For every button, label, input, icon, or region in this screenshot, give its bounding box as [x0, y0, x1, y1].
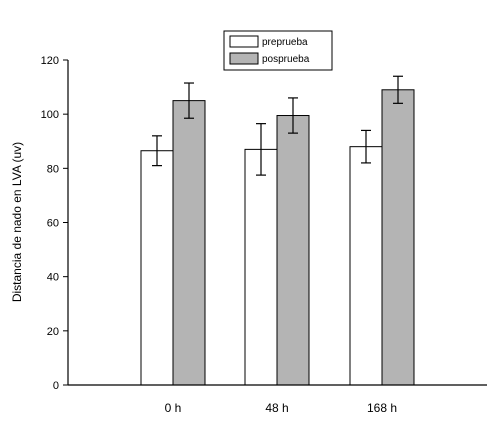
- legend-swatch-posprueba: [229, 52, 259, 65]
- legend-label-preprueba: preprueba: [262, 37, 308, 48]
- y-tick-label-100: 100: [41, 109, 59, 121]
- x-tick-label-0: 0 h: [165, 401, 182, 415]
- y-tick-label-120: 120: [41, 55, 59, 67]
- bar-posprueba-1: [276, 115, 310, 386]
- bar-preprueba-0: [140, 150, 174, 386]
- y-tick-label-0: 0: [53, 380, 59, 392]
- y-ticks-layer: 0 20 40 60 80 100 120: [41, 55, 68, 392]
- x-labels-layer: 0 h 48 h 168 h: [165, 401, 397, 415]
- y-axis-title: Distancia de nado en LVA (uv): [10, 142, 24, 302]
- y-tick-label-60: 60: [47, 218, 59, 230]
- error-bars-layer: [152, 75, 403, 176]
- bar-posprueba-0: [172, 100, 206, 386]
- bars-layer: [140, 89, 415, 386]
- x-tick-label-2: 168 h: [367, 401, 397, 415]
- legend-swatch-preprueba: [229, 35, 259, 48]
- bar-posprueba-2: [381, 89, 415, 386]
- legend: preprueba posprueba: [223, 30, 333, 71]
- y-tick-label-40: 40: [47, 272, 59, 284]
- legend-label-posprueba: posprueba: [262, 54, 310, 65]
- bar-preprueba-1: [244, 148, 278, 386]
- y-tick-label-80: 80: [47, 163, 59, 175]
- x-tick-label-1: 48 h: [265, 401, 288, 415]
- y-tick-label-20: 20: [47, 326, 59, 338]
- bar-preprueba-2: [349, 146, 383, 386]
